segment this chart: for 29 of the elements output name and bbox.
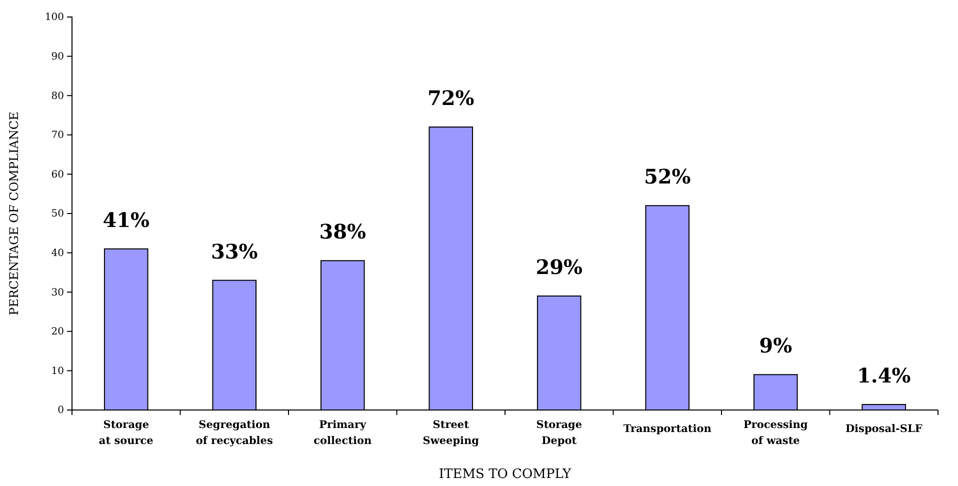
x-tick-label: Street Sweeping [422, 419, 480, 447]
y-tick-label: 40 [51, 248, 64, 259]
y-axis-title: PERCENTAGE OF COMPLIANCE [7, 112, 21, 316]
y-tick-label: 70 [51, 130, 64, 142]
x-tick-label: Storage Depot [536, 419, 582, 447]
y-tick-label: 90 [51, 52, 64, 62]
data-label: 41% [102, 208, 150, 232]
x-tick-label: Primary collection [314, 419, 372, 447]
data-label: 9% [759, 334, 792, 358]
y-tick-label: 10 [51, 366, 64, 377]
y-tick-label: 60 [51, 169, 64, 180]
data-label: 72% [427, 86, 474, 110]
x-axis-title: ITEMS TO COMPLY [438, 467, 572, 482]
x-tick-label: Segregation of recycables [196, 419, 273, 447]
data-label: 1.4% [856, 364, 911, 388]
data-label: 33% [210, 239, 258, 264]
y-tick-label: 0 [58, 405, 64, 416]
x-tick-label: Processing of waste [743, 419, 808, 447]
y-tick-label: 30 [51, 287, 64, 298]
x-tick-label: Storage at source [98, 419, 154, 447]
x-tick-label: Transportation [623, 423, 712, 435]
x-tick-label: Disposal-SLF [845, 423, 923, 435]
data-label: 29% [536, 255, 583, 280]
y-tick-label: 50 [51, 208, 64, 220]
y-tick-label: 20 [51, 326, 64, 338]
data-label: 52% [644, 164, 691, 189]
y-tick-label: 100 [44, 12, 64, 24]
y-tick-label: 80 [51, 90, 64, 102]
data-label: 38% [319, 220, 366, 244]
